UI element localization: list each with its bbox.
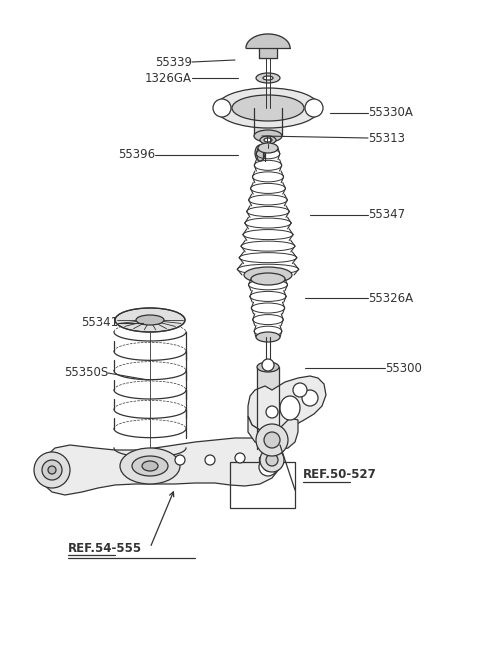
- Ellipse shape: [175, 455, 185, 465]
- Polygon shape: [40, 438, 282, 495]
- Text: REF.54-555: REF.54-555: [68, 542, 142, 555]
- Ellipse shape: [264, 432, 280, 448]
- Ellipse shape: [120, 448, 180, 484]
- Ellipse shape: [48, 466, 56, 474]
- Ellipse shape: [256, 424, 288, 456]
- Ellipse shape: [259, 458, 277, 476]
- Ellipse shape: [115, 308, 185, 332]
- Polygon shape: [254, 108, 282, 136]
- Ellipse shape: [257, 362, 279, 372]
- Text: 55339: 55339: [155, 56, 192, 69]
- Ellipse shape: [251, 273, 285, 285]
- Text: 55396: 55396: [118, 149, 155, 162]
- Ellipse shape: [260, 448, 284, 472]
- Text: 1326GA: 1326GA: [145, 71, 192, 84]
- Text: 55326A: 55326A: [368, 291, 413, 305]
- Ellipse shape: [280, 396, 300, 420]
- Ellipse shape: [42, 460, 62, 480]
- Ellipse shape: [266, 406, 278, 418]
- Ellipse shape: [136, 315, 164, 325]
- Text: REF.50-527: REF.50-527: [303, 468, 377, 481]
- Ellipse shape: [213, 99, 231, 117]
- Ellipse shape: [305, 99, 323, 117]
- Text: 55300: 55300: [385, 362, 422, 375]
- Ellipse shape: [254, 130, 282, 142]
- Ellipse shape: [34, 452, 70, 488]
- Polygon shape: [248, 376, 326, 432]
- Ellipse shape: [264, 138, 272, 142]
- Ellipse shape: [266, 454, 278, 466]
- Text: 55330A: 55330A: [368, 107, 413, 119]
- Text: 55350S: 55350S: [64, 367, 108, 379]
- Ellipse shape: [216, 88, 320, 128]
- Ellipse shape: [232, 95, 304, 121]
- Ellipse shape: [260, 136, 276, 144]
- Ellipse shape: [264, 463, 272, 471]
- Polygon shape: [248, 416, 298, 450]
- Ellipse shape: [235, 453, 245, 463]
- Ellipse shape: [262, 359, 274, 371]
- Polygon shape: [257, 367, 279, 449]
- Ellipse shape: [244, 267, 292, 283]
- Polygon shape: [246, 34, 290, 48]
- Ellipse shape: [302, 390, 318, 406]
- Ellipse shape: [258, 143, 278, 153]
- Ellipse shape: [263, 76, 273, 80]
- Ellipse shape: [256, 73, 280, 83]
- Text: 55347: 55347: [368, 208, 405, 221]
- Polygon shape: [257, 449, 279, 457]
- Ellipse shape: [255, 145, 265, 161]
- Ellipse shape: [142, 461, 158, 471]
- Ellipse shape: [205, 455, 215, 465]
- Text: 55313: 55313: [368, 132, 405, 145]
- Polygon shape: [259, 48, 277, 58]
- Ellipse shape: [293, 383, 307, 397]
- Ellipse shape: [132, 456, 168, 476]
- Ellipse shape: [256, 332, 280, 342]
- Text: 55341: 55341: [81, 316, 118, 329]
